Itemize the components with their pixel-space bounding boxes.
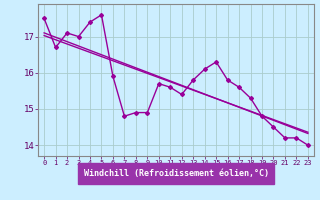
X-axis label: Windchill (Refroidissement éolien,°C): Windchill (Refroidissement éolien,°C): [84, 169, 268, 178]
